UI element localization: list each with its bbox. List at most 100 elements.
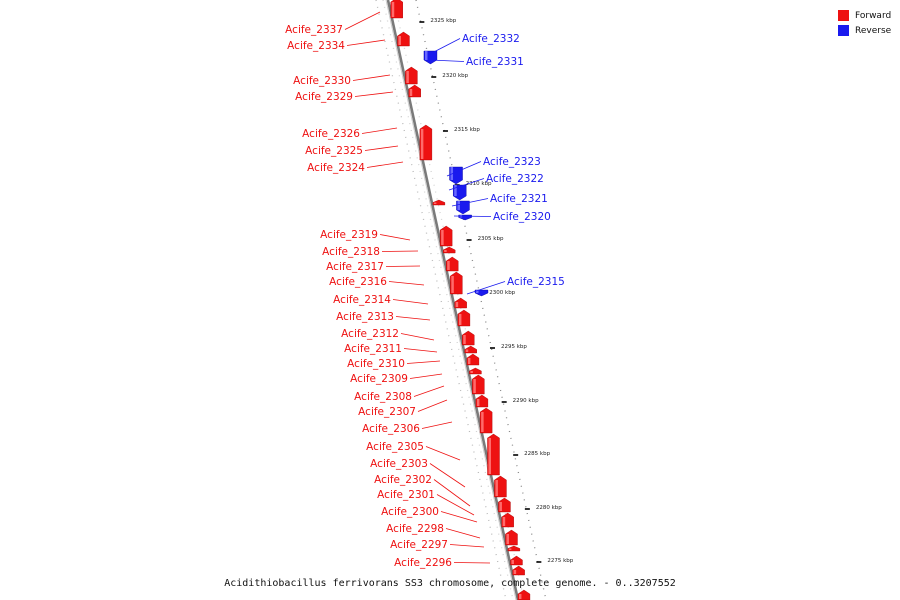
gene-label-text: Acife_2326 — [302, 128, 360, 140]
tick-label: 2300 kbp — [489, 290, 515, 296]
gene-label: Acife_2315 — [466, 276, 565, 295]
gene-label-text: Acife_2320 — [493, 211, 551, 223]
leader-line — [354, 91, 394, 97]
forward-gene-highlight — [455, 302, 459, 307]
gene-label-text: Acife_2303 — [370, 458, 428, 470]
forward-gene-arrow — [390, 0, 403, 19]
forward-gene-arrow — [469, 367, 482, 375]
gene-label: Acife_2303 — [370, 458, 466, 488]
leader-line — [436, 494, 475, 516]
leader-line — [366, 161, 404, 168]
gene-label-text: Acife_2331 — [466, 56, 524, 68]
leader-line — [466, 281, 506, 295]
leader-line — [417, 399, 448, 412]
gene-label-text: Acife_2332 — [462, 33, 520, 45]
gene-label-text: Acife_2330 — [293, 75, 351, 87]
leader-line — [346, 39, 386, 46]
forward-gene-highlight — [511, 560, 514, 564]
track-guide-3 — [415, 0, 547, 600]
legend-forward-label: Forward — [855, 10, 892, 21]
forward-gene-highlight — [476, 399, 480, 406]
gene-label-text: Acife_2337 — [285, 24, 343, 36]
leader-line — [445, 528, 481, 539]
gene-label-text: Acife_2307 — [358, 406, 416, 418]
gene-label-text: Acife_2297 — [390, 539, 448, 551]
gene-label: Acife_2302 — [374, 474, 471, 507]
reverse-gene-arrow — [449, 166, 463, 185]
gene-label: Acife_2323 — [446, 156, 541, 177]
reverse-gene-highlight — [424, 51, 428, 60]
forward-gene-arrow — [479, 407, 493, 434]
gene-label: Acife_2331 — [429, 56, 524, 68]
legend-reverse-label: Reverse — [855, 25, 892, 36]
forward-gene-arrow — [446, 256, 459, 272]
gene-label: Acife_2322 — [448, 173, 544, 191]
gene-label-text: Acife_2317 — [326, 261, 384, 273]
gene-label: Acife_2337 — [285, 11, 381, 36]
tick-label: 2280 kbp — [536, 505, 562, 511]
forward-gene-highlight — [409, 89, 413, 96]
leader-line — [449, 544, 485, 548]
leader-line — [448, 178, 485, 191]
reverse-gene-highlight — [475, 290, 479, 293]
gene-label: Acife_2313 — [336, 311, 431, 323]
gene-label: Acife_2306 — [362, 421, 453, 435]
forward-gene-highlight — [441, 230, 444, 245]
reverse-gene-highlight — [454, 185, 457, 196]
gene-label: Acife_2314 — [333, 294, 429, 306]
forward-gene-highlight — [458, 314, 462, 325]
leader-line — [433, 479, 471, 507]
leader-line — [453, 215, 492, 217]
gene-label-text: Acife_2329 — [295, 91, 353, 103]
gene-label: Acife_2326 — [302, 127, 398, 140]
track-guide-0 — [375, 0, 507, 600]
gene-label: Acife_2296 — [394, 557, 491, 569]
gene-label-text: Acife_2321 — [490, 193, 548, 205]
leader-line — [392, 299, 429, 305]
gene-label: Acife_2320 — [453, 211, 551, 223]
tick-label: 2285 kbp — [524, 451, 550, 457]
gene-label-text: Acife_2325 — [305, 145, 363, 157]
forward-gene-arrow — [439, 225, 453, 247]
gene-label-text: Acife_2314 — [333, 294, 391, 306]
chromosome-backbone — [385, 0, 520, 600]
gene-label: Acife_2332 — [427, 33, 520, 56]
gene-label-text: Acife_2334 — [287, 40, 345, 52]
gene-label: Acife_2319 — [320, 229, 411, 241]
reverse-gene-arrow — [453, 184, 467, 201]
forward-gene-arrow — [432, 199, 446, 206]
gene-label: Acife_2310 — [347, 358, 441, 370]
forward-gene-arrow — [397, 31, 410, 47]
gene-labels: Acife_2337 Acife_2334 Acife_2330 Acife_2329… — [285, 11, 565, 569]
forward-gene-arrow — [442, 246, 456, 254]
forward-gene-arrow — [507, 545, 521, 552]
forward-gene-arrow — [512, 565, 525, 576]
gene-label: Acife_2318 — [322, 246, 419, 258]
leader-line — [385, 265, 421, 267]
tick-label: 2320 kbp — [442, 73, 468, 79]
leader-line — [388, 281, 425, 286]
legend: Forward Reverse — [838, 8, 891, 38]
gene-label-text: Acife_2306 — [362, 423, 420, 435]
gene-label-text: Acife_2312 — [341, 328, 399, 340]
leader-line — [344, 11, 381, 30]
forward-gene-arrow — [462, 330, 475, 346]
gene-label: Acife_2311 — [344, 343, 438, 355]
gene-label: Acife_2325 — [305, 145, 399, 157]
track-guide-1 — [382, 0, 514, 600]
leader-line — [406, 360, 441, 364]
leader-line — [395, 316, 431, 321]
tick-label: 2295 kbp — [501, 344, 527, 350]
reverse-gene-arrow — [423, 50, 438, 65]
reverse-gene-arrow — [474, 289, 489, 297]
reverse-gene-highlight — [457, 201, 460, 210]
forward-gene-highlight — [451, 276, 454, 293]
forward-gene-highlight — [467, 358, 471, 364]
forward-swatch — [838, 10, 849, 21]
forward-gene-highlight — [513, 570, 517, 574]
gene-label-text: Acife_2309 — [350, 373, 408, 385]
forward-gene-arrow — [472, 374, 485, 395]
leader-line — [381, 250, 419, 252]
forward-gene-highlight — [465, 349, 469, 352]
gene-label-text: Acife_2300 — [381, 506, 439, 518]
